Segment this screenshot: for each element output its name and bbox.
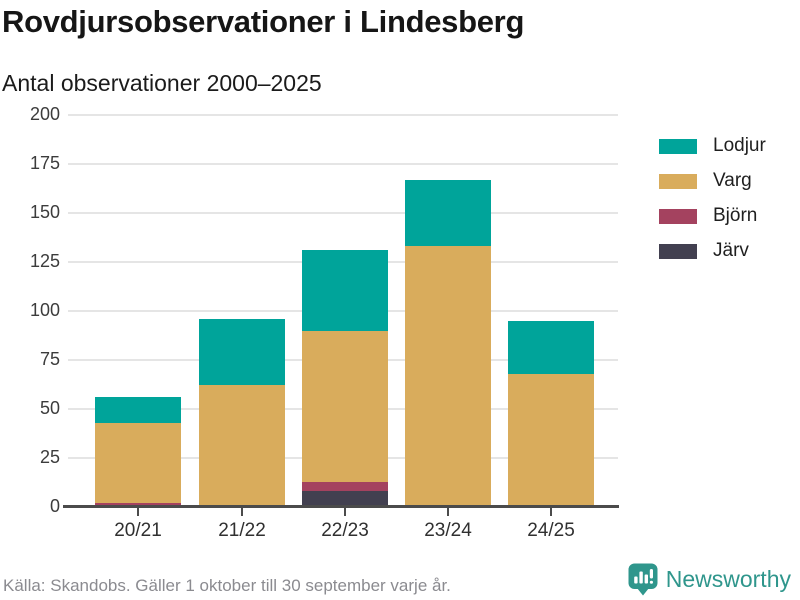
gridline (68, 163, 618, 165)
legend-label: Varg (713, 170, 752, 191)
bar-segment-lodjur-21-22 (199, 318, 285, 386)
source-note: Källa: Skandobs. Gäller 1 oktober till 3… (3, 576, 451, 595)
legend-swatch (659, 243, 697, 259)
y-axis-tick-label: 50 (39, 398, 60, 418)
legend-label: Järv (713, 240, 749, 261)
gridline (68, 212, 618, 214)
bar-chart-speech-bubble-icon (628, 563, 658, 596)
x-axis-tick-label: 20/21 (114, 520, 162, 541)
legend-swatch (659, 138, 697, 154)
bar-segment-varg-22-23 (302, 330, 388, 482)
bar-segment-lodjur-22-23 (302, 250, 388, 331)
x-axis-tick-label: 21/22 (218, 520, 266, 541)
y-axis-tick-label: 75 (39, 349, 60, 369)
bar-segment-lodjur-23-24 (405, 179, 491, 247)
x-axis-tick (550, 508, 552, 516)
y-axis-tick-label: 150 (29, 202, 60, 222)
x-axis-tick (447, 508, 449, 516)
plot-area (66, 114, 618, 507)
legend: Lodjur Varg Björn Järv (659, 135, 766, 262)
legend-item-björn: Björn (659, 205, 766, 227)
y-axis-tick-label: 100 (29, 300, 60, 320)
legend-item-järv: Järv (659, 240, 766, 262)
y-axis-tick-label: 25 (39, 447, 60, 467)
chart-title: Rovdjursobservationer i Lindesberg (2, 4, 525, 39)
bar-segment-varg-21-22 (199, 385, 285, 507)
x-axis-tick (241, 508, 243, 516)
x-axis-tick-label: 22/23 (321, 520, 369, 541)
legend-swatch (659, 208, 697, 224)
gridline (68, 114, 618, 116)
x-axis-line (63, 505, 619, 508)
y-axis-tick-label: 0 (49, 496, 60, 516)
bar-segment-lodjur-20-21 (95, 397, 181, 423)
x-axis-tick (344, 508, 346, 516)
y-axis-tick-label: 125 (29, 251, 60, 271)
bar-segment-varg-23-24 (405, 246, 491, 506)
legend-swatch (659, 173, 697, 189)
bar-segment-varg-24-25 (508, 373, 594, 507)
x-axis-tick (137, 508, 139, 516)
x-axis-tick-label: 24/25 (527, 520, 575, 541)
newsworthy-logo: Newsworthy (628, 563, 791, 596)
legend-label: Lodjur (713, 135, 766, 156)
bar-segment-lodjur-24-25 (508, 320, 594, 374)
brand-name: Newsworthy (665, 566, 791, 592)
bar-segment-björn-22-23 (302, 481, 388, 492)
chart-subtitle: Antal observationer 2000–2025 (2, 70, 322, 96)
legend-item-lodjur: Lodjur (659, 135, 766, 157)
y-axis-tick-label: 200 (29, 104, 60, 124)
legend-label: Björn (713, 205, 758, 226)
legend-item-varg: Varg (659, 170, 766, 192)
bar-segment-varg-20-21 (95, 422, 181, 504)
y-axis-tick-label: 175 (29, 153, 60, 173)
x-axis-tick-label: 23/24 (424, 520, 472, 541)
bar-segment-järv-22-23 (302, 491, 388, 507)
